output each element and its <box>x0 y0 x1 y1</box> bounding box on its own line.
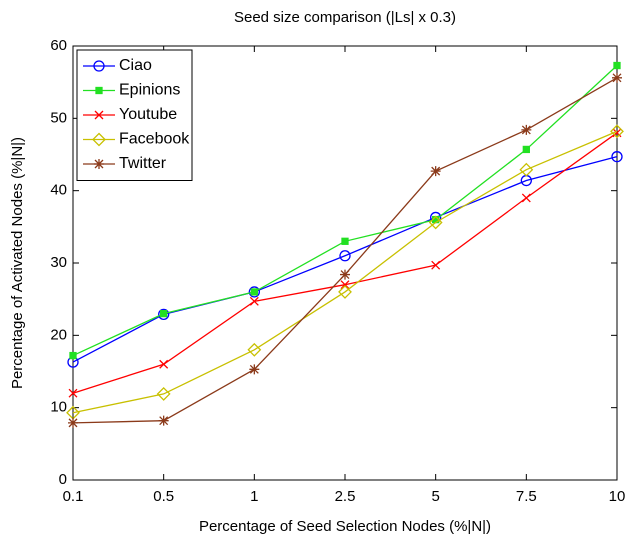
data-point <box>340 280 350 290</box>
x-tick-label: 7.5 <box>516 488 537 505</box>
data-point <box>428 215 443 230</box>
y-tick-label: 20 <box>50 326 67 343</box>
x-tick-label: 2.5 <box>335 488 356 505</box>
x-tick-label: 5 <box>431 488 439 505</box>
data-point <box>519 162 534 177</box>
data-point <box>69 351 77 360</box>
y-tick-label: 40 <box>50 182 67 199</box>
y-tick-label: 30 <box>50 254 67 271</box>
series-line <box>72 156 618 363</box>
x-tick-label: 0.1 <box>63 488 84 505</box>
data-point <box>160 309 168 318</box>
data-point <box>250 288 258 296</box>
legend-label: Twitter <box>119 155 167 172</box>
data-point <box>159 359 169 369</box>
legend-marker <box>95 86 103 95</box>
data-point <box>68 417 78 428</box>
data-point <box>431 260 441 270</box>
x-axis-label: Percentage of Seed Selection Nodes (%|N|… <box>199 518 491 535</box>
y-tick-label: 0 <box>59 471 67 488</box>
legend-label: Youtube <box>119 106 177 123</box>
y-tick-label: 60 <box>50 37 67 54</box>
y-axis-label: Percentage of Activated Nodes (%|N|) <box>9 137 26 389</box>
data-point <box>249 364 260 375</box>
data-point <box>158 308 170 321</box>
data-point <box>339 250 351 262</box>
data-point <box>341 237 349 245</box>
data-point <box>613 61 621 70</box>
data-point <box>612 72 622 83</box>
data-point <box>247 342 262 357</box>
x-tick-label: 1 <box>250 488 258 505</box>
data-point <box>430 166 441 177</box>
y-tick-label: 50 <box>50 109 67 126</box>
data-point <box>338 285 352 299</box>
data-point <box>521 193 531 203</box>
series-line <box>72 130 618 414</box>
data-point <box>521 124 532 135</box>
x-tick-label: 0.5 <box>153 488 174 505</box>
data-point <box>610 124 624 139</box>
data-point <box>248 286 260 298</box>
legend-label: Facebook <box>119 131 190 148</box>
legend-marker <box>94 159 104 169</box>
legend-marker <box>93 60 105 72</box>
data-point <box>340 269 350 280</box>
legend-label: Epinions <box>119 82 180 99</box>
data-point <box>158 415 169 426</box>
legend-label: Ciao <box>119 57 152 74</box>
data-point <box>68 388 78 398</box>
data-point <box>249 296 259 306</box>
data-point <box>522 145 530 154</box>
data-point <box>156 387 171 401</box>
y-tick-label: 10 <box>50 399 67 416</box>
legend-marker <box>94 110 104 120</box>
data-point <box>611 151 623 163</box>
chart-title: Seed size comparison (|Ls| x 0.3) <box>234 9 456 26</box>
x-tick-label: 10 <box>609 488 626 505</box>
legend-marker <box>92 132 106 147</box>
